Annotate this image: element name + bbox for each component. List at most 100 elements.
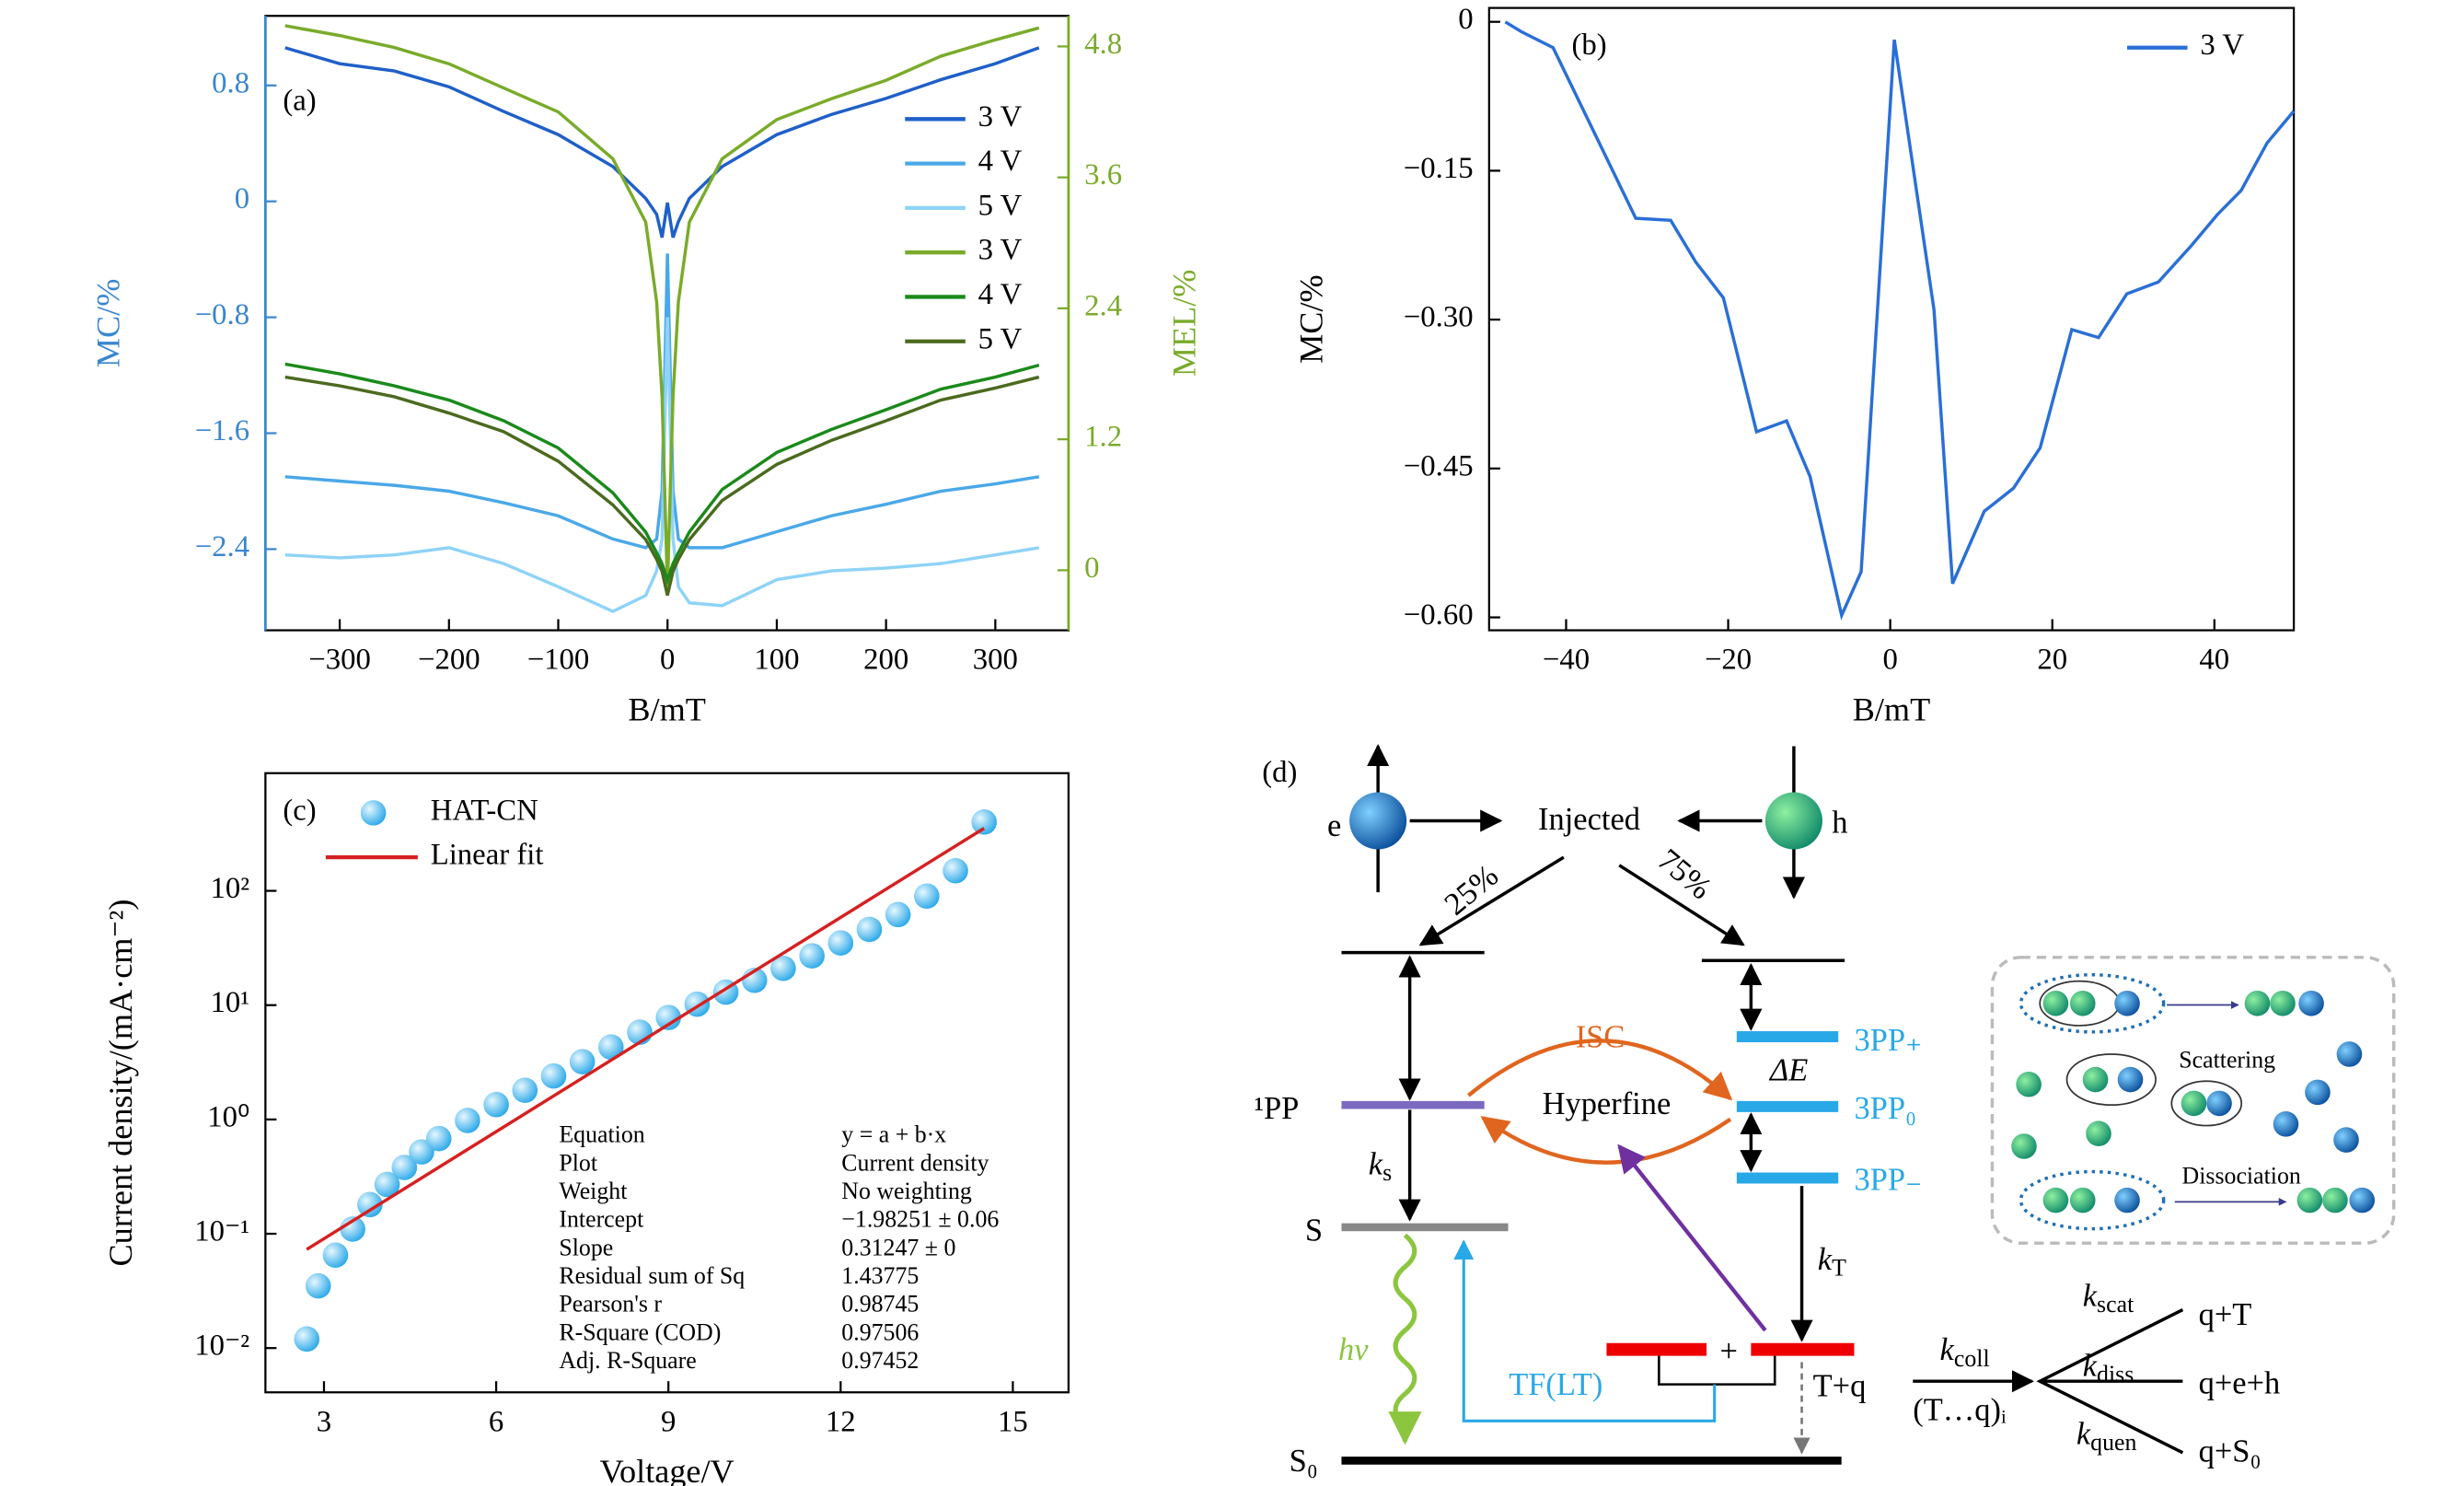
y-tick-label: −2.4 — [195, 530, 249, 563]
pair — [2065, 1053, 2157, 1107]
fit-table-cell: 0.31247 ± 0 — [841, 1234, 955, 1260]
x-tick-label: 300 — [973, 644, 1018, 677]
data-point — [943, 857, 968, 884]
y-tick-label: 0.8 — [212, 66, 249, 99]
y-axis-label: MC/% — [89, 279, 126, 368]
label: s — [1382, 1159, 1392, 1186]
legend-label: 5 V — [978, 189, 1023, 222]
data-point — [340, 1216, 365, 1242]
label: T — [1832, 1254, 1846, 1281]
label: ΔE — [1768, 1053, 1808, 1088]
data-point — [569, 1049, 596, 1074]
particle — [2244, 991, 2271, 1016]
label: k — [2083, 1348, 2098, 1383]
label: (T…q)ᵢ — [1913, 1393, 2007, 1428]
label: 75% — [1651, 842, 1718, 907]
x-tick-label: 9 — [661, 1405, 676, 1438]
label: scat — [2097, 1291, 2134, 1318]
fit-table-cell: 0.97452 — [841, 1347, 919, 1374]
y-tick-label: 0 — [235, 182, 249, 215]
x-tick-label: −200 — [418, 644, 480, 677]
particle — [2117, 1066, 2144, 1093]
particle — [2042, 1187, 2069, 1213]
data-point — [294, 1326, 320, 1352]
particle — [2114, 991, 2140, 1016]
label: k — [2083, 1278, 2098, 1313]
y-tick-label: −0.15 — [1404, 152, 1474, 185]
particle — [2011, 1133, 2037, 1159]
chart: 3 6 9 12 15 10⁻² 10⁻¹ 10⁰ 10¹ 10² Current density/… — [102, 772, 1070, 1486]
pair — [2170, 1080, 2243, 1127]
fit-table-cell: Weight — [559, 1178, 628, 1204]
y-tick-label: −0.30 — [1404, 301, 1474, 334]
plot-frame — [264, 772, 1070, 1394]
legend-label: 3 V — [978, 100, 1023, 134]
legend-label: 3 V — [2200, 29, 2244, 62]
data-point — [409, 1139, 434, 1165]
chart: −300 −200 −100 0 100 200 300 0.8 0 −0.8 −1.6 −2.4 0 1… — [89, 15, 1203, 728]
data-point — [512, 1077, 538, 1103]
fit-table-cell: Residual sum of Sq — [559, 1262, 745, 1289]
label: k — [2076, 1416, 2091, 1451]
series-line — [284, 362, 1040, 586]
legend-label: 5 V — [978, 322, 1023, 355]
arrow — [1617, 1144, 1767, 1332]
particle — [2322, 1187, 2348, 1213]
label: ks — [1369, 1146, 1392, 1186]
label: e — [1327, 808, 1341, 843]
label: ISC — [1576, 1019, 1625, 1054]
label: S₀ — [1290, 1444, 1318, 1479]
series-line — [284, 375, 1040, 597]
label: q+e+h — [2199, 1365, 2281, 1400]
x-tick-label: 6 — [489, 1405, 503, 1438]
panel-label: (d) — [1262, 756, 1297, 789]
particle — [2296, 1187, 2323, 1213]
y2-tick-label: 2.4 — [1084, 289, 1122, 322]
y-tick-label: −1.6 — [195, 414, 249, 447]
fit-table-cell: Plot — [559, 1149, 597, 1176]
label: diss — [2097, 1361, 2134, 1387]
data-point — [425, 1125, 452, 1152]
particle — [2333, 1127, 2359, 1153]
particle — [2181, 1090, 2207, 1117]
label: 3PP₋ — [1854, 1163, 1922, 1198]
pair — [2019, 973, 2166, 1034]
fit-table-cell: Adj. R-Square — [559, 1347, 696, 1374]
fit-table-cell: Intercept — [559, 1206, 644, 1233]
data-point — [770, 955, 796, 981]
particle — [2206, 1090, 2232, 1117]
legend-label: HAT-CN — [431, 794, 538, 827]
label: 3PP₊ — [1854, 1023, 1922, 1058]
x-tick-label: 0 — [660, 644, 675, 677]
legend-swatch — [360, 800, 387, 826]
label: k — [1940, 1332, 1955, 1367]
y-axis-label: Current density/(mA·cm⁻²) — [102, 900, 139, 1267]
label: kquen — [2076, 1416, 2137, 1456]
particle — [2273, 1111, 2299, 1137]
fit-table-cell: Slope — [559, 1234, 613, 1260]
fit-table-cell: 0.98745 — [841, 1291, 919, 1318]
label: q+T — [2199, 1297, 2252, 1332]
arrow — [1480, 1116, 1732, 1165]
label: k — [1369, 1146, 1383, 1181]
fit-table-cell: No weighting — [841, 1178, 972, 1204]
x-axis-label: B/mT — [628, 691, 705, 728]
particle — [2016, 1071, 2042, 1097]
fit-table-cell: y = a + b·x — [841, 1121, 946, 1148]
data-point — [827, 930, 854, 956]
particle — [2349, 1187, 2376, 1213]
y-tick-label: 10¹ — [211, 986, 250, 1019]
fit-table-cell: 1.43775 — [841, 1262, 919, 1289]
data-point — [391, 1155, 418, 1180]
particle — [2114, 1187, 2140, 1213]
data-point — [357, 1191, 383, 1218]
data-point — [598, 1034, 624, 1061]
label: kdiss — [2083, 1348, 2134, 1387]
y2-tick-label: 1.2 — [1084, 421, 1122, 454]
y-tick-label: 10⁻¹ — [194, 1215, 249, 1248]
fit-table-cell: Equation — [559, 1121, 644, 1148]
emission — [1388, 1233, 1422, 1445]
data-point — [971, 809, 998, 835]
x-tick-label: 12 — [826, 1405, 856, 1438]
data-point — [540, 1062, 567, 1089]
